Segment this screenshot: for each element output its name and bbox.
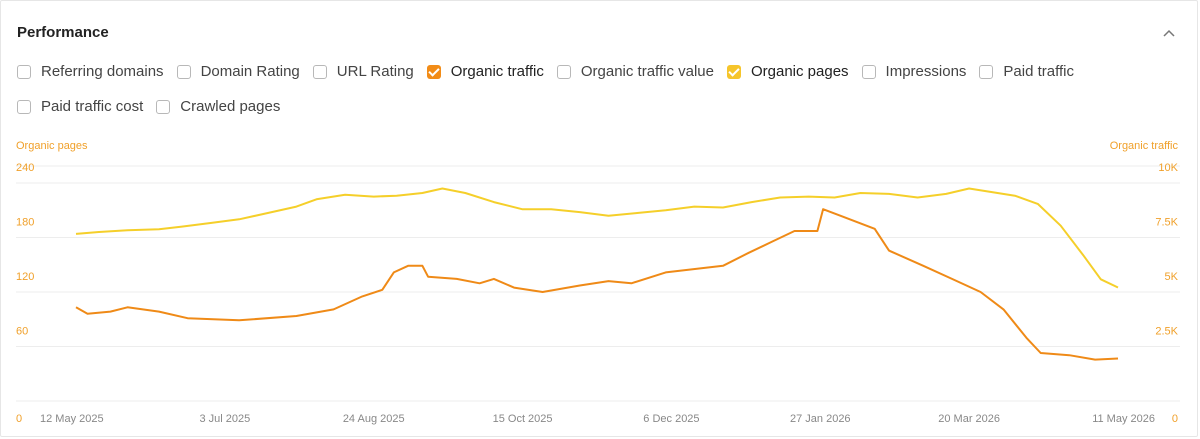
left-axis-title: Organic pages <box>16 140 88 152</box>
checkbox[interactable] <box>726 65 741 79</box>
right-axis-title: Organic traffic <box>1110 140 1179 152</box>
option-label: Impressions <box>885 63 967 80</box>
option-label: Referring domains <box>41 63 164 80</box>
left-tick-label: 120 <box>16 271 34 283</box>
checkbox[interactable] <box>861 65 876 79</box>
option-label: URL Rating <box>336 63 414 80</box>
option-impressions[interactable]: Impressions <box>861 61 967 83</box>
checkbox[interactable] <box>556 65 571 79</box>
x-tick-label: 15 Oct 2025 <box>493 413 553 425</box>
option-url-rating[interactable]: URL Rating <box>312 61 414 83</box>
x-tick-label: 20 Mar 2026 <box>938 413 1000 425</box>
series-line-organic-pages <box>75 187 1119 289</box>
option-label: Organic traffic <box>450 63 544 80</box>
option-referring-domains[interactable]: Referring domains <box>17 61 164 83</box>
checkbox[interactable] <box>176 65 191 79</box>
x-tick-label: 3 Jul 2025 <box>199 413 250 425</box>
right-tick-label: 0 <box>1172 413 1178 425</box>
option-label: Paid traffic <box>1003 63 1074 80</box>
checkbox[interactable] <box>979 65 994 79</box>
x-tick-label: 24 Aug 2025 <box>343 413 405 425</box>
option-label: Organic traffic value <box>580 63 714 80</box>
right-tick-label: 2.5K <box>1155 326 1178 338</box>
checkbox[interactable] <box>17 65 31 79</box>
x-tick-label: 6 Dec 2025 <box>643 413 699 425</box>
option-crawled-pages[interactable]: Crawled pages <box>156 96 280 118</box>
right-tick-label: 5K <box>1165 271 1179 283</box>
option-paid-traffic-cost[interactable]: Paid traffic cost <box>17 96 143 118</box>
option-paid-traffic[interactable]: Paid traffic <box>979 61 1074 83</box>
option-row: Paid traffic cost Crawled pages <box>17 96 1187 118</box>
right-tick-label: 10K <box>1158 162 1178 174</box>
checkbox[interactable] <box>17 100 31 114</box>
x-tick-label: 11 May 2026 <box>1092 413 1155 425</box>
option-domain-rating[interactable]: Domain Rating <box>176 61 300 83</box>
checkbox[interactable] <box>156 100 171 114</box>
left-tick-label: 60 <box>16 326 28 338</box>
right-tick-label: 7.5K <box>1155 217 1178 229</box>
left-tick-label: 240 <box>16 162 34 174</box>
performance-chart: Organic pages Organic traffic 60 120 180 240 2… <box>16 140 1180 425</box>
metric-options: Referring domains Domain Rating URL Rating… <box>17 61 1187 131</box>
option-organic-pages[interactable]: Organic pages <box>726 61 849 83</box>
option-organic-traffic-value[interactable]: Organic traffic value <box>556 61 714 83</box>
option-label: Crawled pages <box>180 98 281 115</box>
left-tick-label: 0 <box>16 413 22 425</box>
checkbox[interactable] <box>426 65 441 79</box>
panel-title: Performance <box>17 24 109 41</box>
option-label: Organic pages <box>750 63 849 80</box>
x-tick-label: 27 Jan 2026 <box>790 413 851 425</box>
option-organic-traffic[interactable]: Organic traffic <box>426 61 544 83</box>
chevron-up-icon[interactable] <box>1161 25 1177 41</box>
option-label: Paid traffic cost <box>41 98 144 115</box>
checkbox[interactable] <box>312 65 327 79</box>
series-line-organic-traffic <box>75 208 1119 361</box>
x-tick-label: 12 May 2025 <box>40 413 104 425</box>
option-label: Domain Rating <box>200 63 300 80</box>
option-row: Referring domains Domain Rating URL Rating… <box>17 61 1187 83</box>
left-tick-label: 180 <box>16 217 34 229</box>
